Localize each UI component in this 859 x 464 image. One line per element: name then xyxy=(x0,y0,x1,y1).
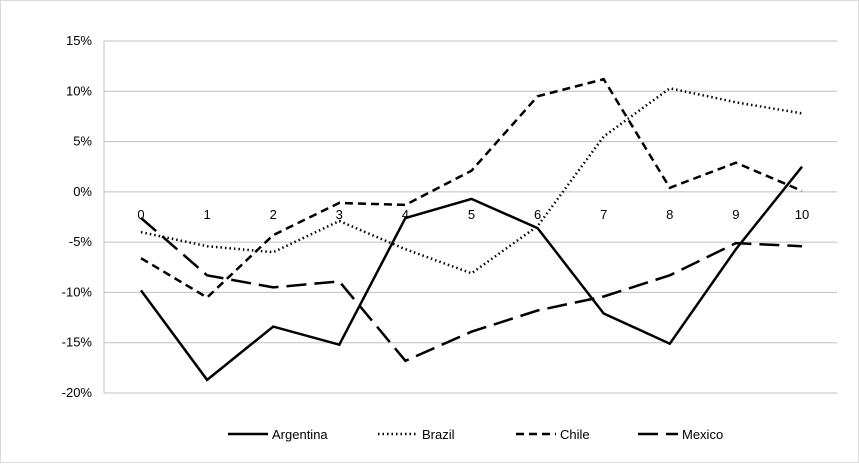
legend-label-chile: Chile xyxy=(560,427,590,442)
y-tick-label: 0% xyxy=(73,184,92,199)
x-tick-label: 0 xyxy=(137,207,144,222)
series-line-argentina xyxy=(139,165,803,382)
x-tick-label: 4 xyxy=(402,207,409,222)
y-tick-label: 5% xyxy=(73,134,92,149)
y-tick-label: 15% xyxy=(66,33,92,48)
y-tick-label: -5% xyxy=(69,234,93,249)
y-tick-label: 10% xyxy=(66,83,92,98)
series-line-mexico xyxy=(140,217,803,363)
x-tick-label: 6 xyxy=(534,207,541,222)
y-tick-label: -10% xyxy=(62,284,93,299)
x-tick-label: 7 xyxy=(600,207,607,222)
x-tick-label: 9 xyxy=(732,207,739,222)
x-tick-label: 8 xyxy=(666,207,673,222)
legend-label-argentina: Argentina xyxy=(272,427,328,442)
x-tick-label: 2 xyxy=(270,207,277,222)
x-tick-label: 1 xyxy=(203,207,210,222)
legend-label-mexico: Mexico xyxy=(682,427,723,442)
series-line-chile xyxy=(140,77,803,300)
legend-label-brazil: Brazil xyxy=(422,427,455,442)
y-tick-label: -20% xyxy=(62,385,93,400)
series-line-brazil xyxy=(140,86,803,275)
x-tick-label: 3 xyxy=(336,207,343,222)
x-tick-label: 10 xyxy=(795,207,809,222)
x-tick-label: 5 xyxy=(468,207,475,222)
y-tick-label: -15% xyxy=(62,335,93,350)
